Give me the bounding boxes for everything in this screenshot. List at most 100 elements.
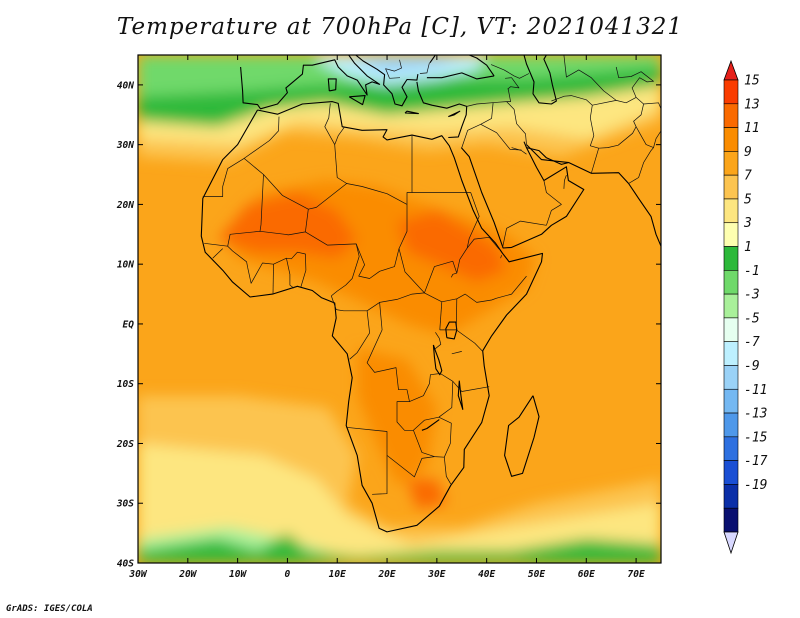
colorbar-swatch-1 <box>723 103 739 128</box>
border-line-52 <box>490 64 530 79</box>
border-line-37 <box>511 147 527 155</box>
border-line-46 <box>551 95 593 106</box>
colorbar-label: 15 <box>744 74 760 89</box>
border-line-36 <box>563 174 567 189</box>
border-line-33 <box>451 351 462 355</box>
border-line-34 <box>543 180 562 226</box>
border-line-41 <box>589 105 600 174</box>
colorbar-swatch-14 <box>723 412 739 438</box>
border-line-44 <box>635 126 661 148</box>
colorbar-swatch-13 <box>723 388 739 414</box>
border-line-31 <box>500 255 502 259</box>
colorbar-label: -1 <box>744 264 760 279</box>
border-line-27 <box>386 455 435 478</box>
longitude-axis: 30W 20W 10W 0 10E 20E 30E 40E 50E 60E 70E <box>128 55 645 580</box>
lat-tick-label: 20N <box>116 200 134 211</box>
colorbar-label: 9 <box>744 145 752 160</box>
border-line-43 <box>643 102 661 109</box>
colorbar-label: -7 <box>744 335 760 350</box>
field-region-3 <box>138 533 661 563</box>
border-line-23 <box>409 373 454 431</box>
lat-tick-label: 10S <box>117 379 134 390</box>
colorbar-swatch-2 <box>723 127 739 152</box>
lat-tick-label: 20S <box>116 439 134 450</box>
coast-line-16 <box>686 265 695 288</box>
lon-tick-label: 40E <box>478 569 495 580</box>
border-line-14 <box>286 258 295 289</box>
coastlines <box>200 55 695 533</box>
colorbar-swatch-0 <box>723 79 739 105</box>
latitude-axis: 40N 30N 20N 10N EQ 10S 20S 30S 40S <box>116 80 661 570</box>
border-line-6 <box>406 135 413 205</box>
coast-line-17 <box>445 321 458 340</box>
border-line-19 <box>433 332 442 351</box>
border-line-28 <box>443 457 452 485</box>
colorbar: 15 13 11 9 7 5 3 1 -1 -3 -5 -7 -9 -11 -13 -15 -17 -19 <box>723 59 768 555</box>
colorbar-label: -15 <box>744 430 768 445</box>
border-line-29 <box>450 192 480 278</box>
map-title: Temperature at 700hPa [C], VT: 202104132… <box>116 14 684 40</box>
colorbar-label: -9 <box>744 359 760 374</box>
border-line-35 <box>502 220 547 248</box>
border-line-12 <box>212 248 223 259</box>
lon-tick-label: 20W <box>178 569 197 580</box>
border-line-24 <box>452 381 490 392</box>
colorbar-label: -13 <box>744 407 767 422</box>
colorbar-label: 3 <box>743 216 752 231</box>
border-line-9 <box>243 116 280 159</box>
coast-line-8 <box>429 55 436 64</box>
lon-tick-label: 60E <box>578 569 595 580</box>
colorbar-swatch-4 <box>723 174 739 200</box>
border-line-39 <box>480 123 522 151</box>
border-line-5 <box>331 243 360 297</box>
border-line-45 <box>628 147 654 184</box>
colorbar-swatch-18 <box>723 507 739 533</box>
lat-tick-label: 40N <box>117 80 134 91</box>
field-region-1 <box>138 443 661 563</box>
lon-tick-label: 50E <box>528 569 545 580</box>
colorbar-swatch-5 <box>723 198 739 224</box>
colorbar-label: -17 <box>744 454 768 469</box>
coast-line-11 <box>348 95 366 106</box>
border-line-1 <box>202 158 245 197</box>
border-line-11 <box>204 242 228 247</box>
border-line-18 <box>366 302 414 431</box>
coast-line-9 <box>468 55 495 77</box>
colorbar-label: 13 <box>744 97 760 112</box>
grads-credit: GrADS: IGES/COLA <box>6 604 93 614</box>
lon-tick-label: 10E <box>329 569 346 580</box>
colorbar-swatch-9 <box>723 293 739 319</box>
border-line-49 <box>419 62 430 74</box>
border-line-54 <box>466 88 511 107</box>
border-line-16 <box>330 292 425 312</box>
coast-line-14 <box>448 110 461 118</box>
border-line-13 <box>247 251 307 288</box>
border-line-2 <box>259 174 264 232</box>
coast-line-1 <box>504 395 540 477</box>
field-region-14 <box>407 479 447 510</box>
coast-line-6 <box>416 81 468 139</box>
colorbar-top-arrow <box>723 59 739 81</box>
coast-line-2 <box>460 141 585 249</box>
coast-line-20 <box>421 419 440 431</box>
coast-line-10 <box>523 55 557 105</box>
colorbar-bottom-arrow <box>723 531 739 555</box>
lat-tick-label: EQ <box>123 319 135 330</box>
colorbar-label: 1 <box>744 240 752 255</box>
border-line-21 <box>455 298 458 330</box>
border-line-15 <box>272 264 274 295</box>
border-line-20 <box>439 329 483 352</box>
colorbar-swatch-12 <box>723 365 739 390</box>
colorbar-label: -11 <box>744 383 767 398</box>
colorbar-swatch-8 <box>723 270 739 295</box>
border-line-3 <box>227 209 309 268</box>
colorbar-swatch-11 <box>723 341 739 366</box>
colorbar-swatch-16 <box>723 460 739 485</box>
colorbar-swatch-3 <box>723 151 739 176</box>
border-line-50 <box>385 59 402 79</box>
border-line-30 <box>466 236 500 250</box>
border-line-22 <box>439 301 443 330</box>
border-line-32 <box>424 260 458 294</box>
colorbar-swatch-7 <box>723 246 739 271</box>
